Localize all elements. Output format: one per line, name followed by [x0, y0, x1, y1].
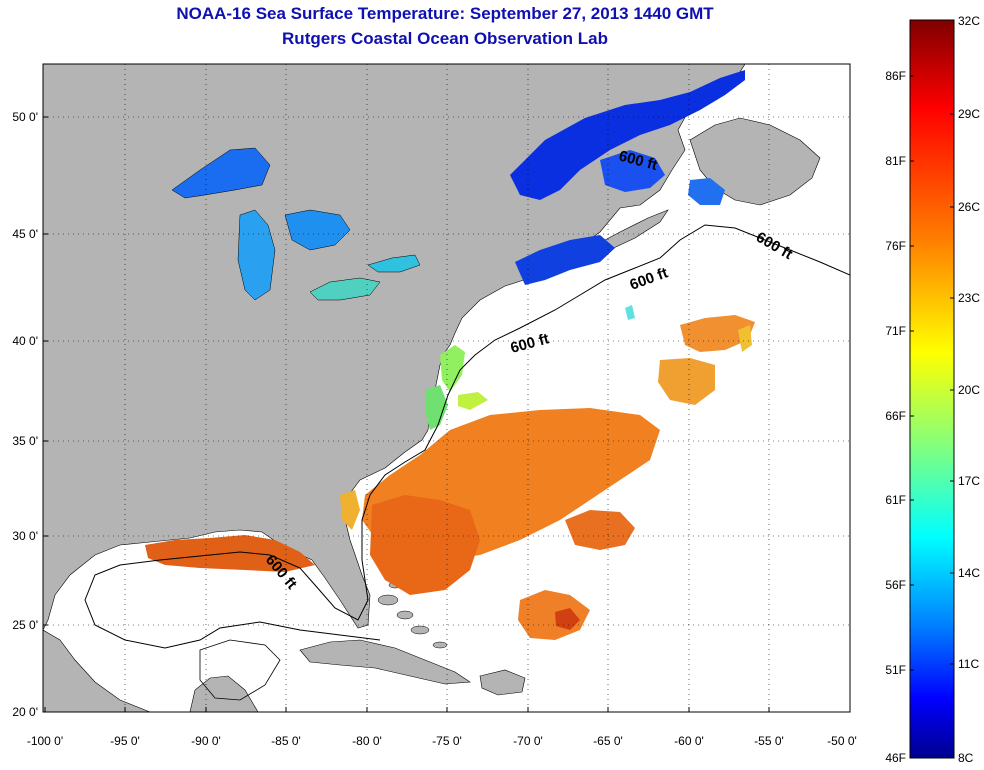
lat-tick-label: 50 0' [12, 110, 38, 124]
colorbar-fahrenheit-labels: 86F 81F 76F 71F 66F 61F 56F 51F 46F [885, 69, 906, 765]
celsius-label: 23C [958, 291, 980, 305]
lat-tick-marks [43, 116, 48, 713]
lon-tick-label: -75 0' [432, 734, 462, 748]
lon-tick-label: -60 0' [674, 734, 704, 748]
lat-tick-label: 40 0' [12, 334, 38, 348]
fahrenheit-label: 61F [885, 493, 906, 507]
fahrenheit-label: 71F [885, 324, 906, 338]
fahrenheit-label: 66F [885, 409, 906, 423]
northern-cold-waters [510, 70, 745, 285]
gulf-inner-contour [199, 639, 281, 701]
colorbar-tick-marks [910, 75, 954, 671]
fahrenheit-label: 46F [885, 751, 906, 765]
lon-tick-labels: -100 0' -95 0' -90 0' -85 0' -80 0' -75 … [27, 734, 857, 748]
lon-tick-label: -90 0' [191, 734, 221, 748]
lon-tick-label: -50 0' [827, 734, 857, 748]
hispaniola-land [479, 669, 526, 696]
mid-atlantic-sst [425, 345, 488, 430]
lat-tick-label: 35 0' [12, 434, 38, 448]
celsius-label: 11C [958, 657, 979, 671]
colorbar-celsius-labels: 32C 29C 26C 23C 20C 17C 14C 11C 8C [958, 14, 980, 765]
celsius-label: 32C [958, 14, 980, 28]
graticule [43, 64, 850, 712]
lat-tick-label: 20 0' [12, 705, 38, 719]
map-subtitle: Rutgers Coastal Ocean Observation Lab [282, 29, 608, 48]
fahrenheit-label: 86F [885, 69, 906, 83]
map-title: NOAA-16 Sea Surface Temperature: Septemb… [176, 4, 714, 23]
lon-tick-label: -95 0' [110, 734, 140, 748]
great-lakes-sst [171, 147, 421, 301]
fahrenheit-label: 56F [885, 578, 906, 592]
north-america-land [43, 64, 746, 631]
lon-tick-marks [44, 707, 851, 712]
isobath-600ft [84, 224, 850, 649]
colorbar [909, 19, 955, 759]
lat-tick-label: 45 0' [12, 227, 38, 241]
yucatan-land [189, 675, 259, 712]
celsius-label: 26C [958, 200, 980, 214]
fahrenheit-label: 76F [885, 239, 906, 253]
lat-tick-label: 30 0' [12, 529, 38, 543]
celsius-label: 29C [958, 107, 980, 121]
cuba-land [299, 639, 471, 685]
lon-tick-label: -70 0' [513, 734, 543, 748]
celsius-label: 17C [958, 474, 980, 488]
fahrenheit-label: 81F [885, 154, 906, 168]
celsius-label: 20C [958, 383, 980, 397]
celsius-label: 8C [958, 751, 974, 765]
lon-tick-label: -55 0' [754, 734, 784, 748]
celsius-label: 14C [958, 566, 980, 580]
lon-tick-label: -85 0' [271, 734, 301, 748]
lon-tick-label: -100 0' [27, 734, 63, 748]
fahrenheit-label: 51F [885, 663, 906, 677]
lat-tick-labels: 50 0' 45 0' 40 0' 35 0' 30 0' 25 0' 20 0… [12, 110, 38, 719]
lat-tick-label: 25 0' [12, 618, 38, 632]
lon-tick-label: -80 0' [352, 734, 382, 748]
lon-tick-label: -65 0' [593, 734, 623, 748]
mexico-land [43, 629, 151, 712]
